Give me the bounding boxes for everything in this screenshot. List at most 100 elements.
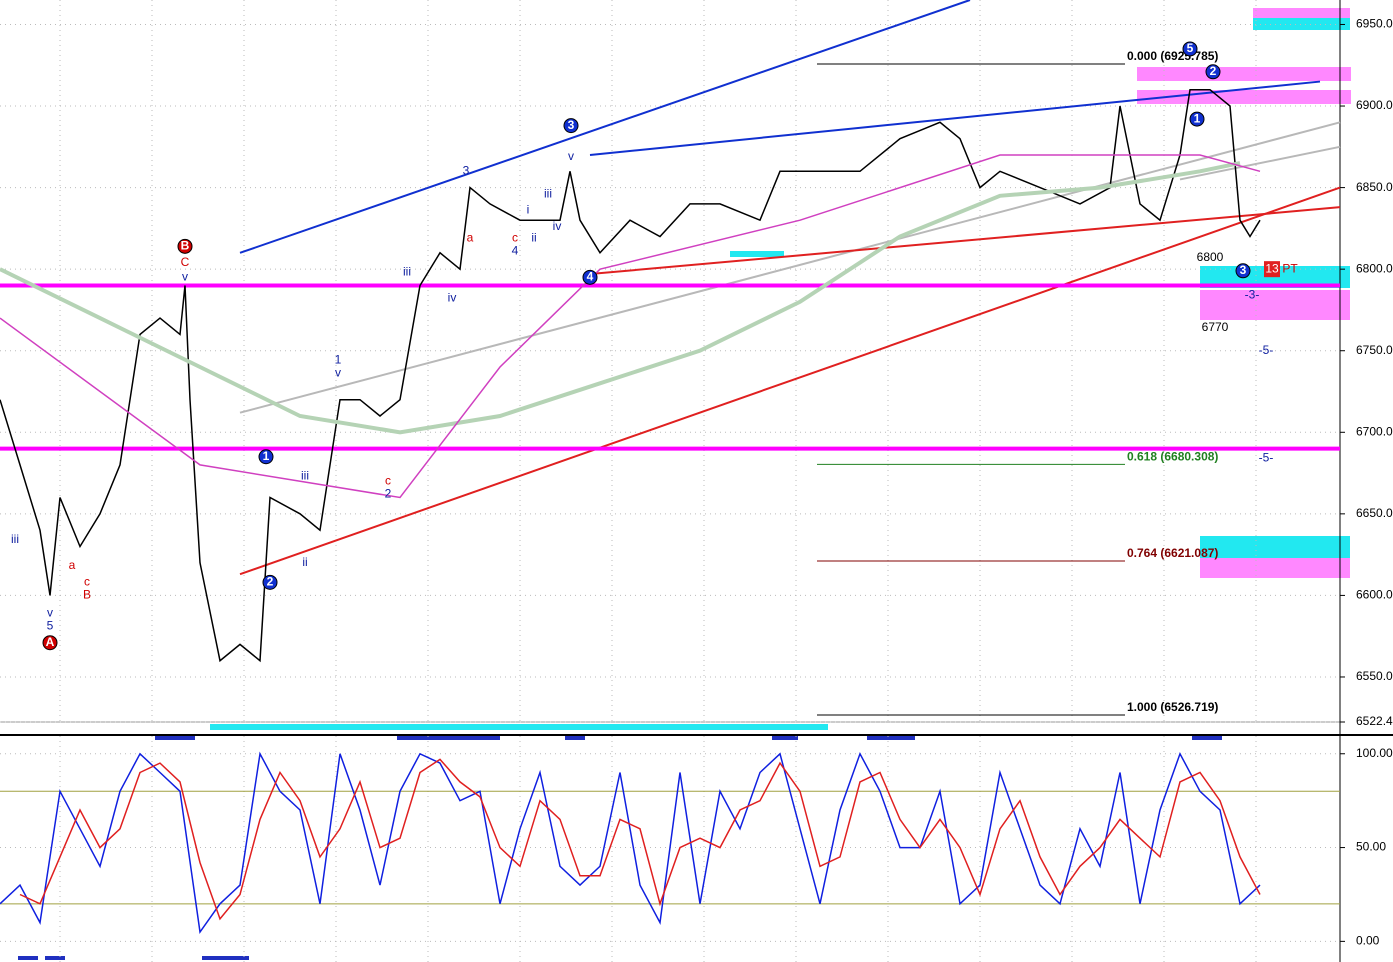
wave-label: -5- [1259, 343, 1274, 357]
y-tick-label: 50.00 [1356, 840, 1386, 854]
wave-label: B [83, 588, 91, 602]
y-tick-label: 6900.00 [1356, 98, 1393, 112]
zone [1137, 90, 1351, 104]
wave-label: 1 [335, 353, 342, 367]
zone [1200, 290, 1350, 320]
wave-label: v [335, 366, 341, 380]
wave-label: 6800 [1197, 250, 1224, 264]
wave-marker [1182, 41, 1198, 57]
wave-label: 2 [267, 575, 274, 589]
y-tick-label: 0.00 [1356, 934, 1380, 948]
series-line [0, 161, 1241, 435]
wave-label: iii [301, 469, 309, 483]
wave-label: -5- [1259, 451, 1274, 465]
wave-label: B [181, 238, 190, 252]
time-marker [155, 736, 195, 740]
wave-label: 5 [47, 619, 54, 633]
wave-label: 4 [587, 269, 594, 283]
y-tick-label: 100.00 [1356, 746, 1393, 760]
zone [1253, 18, 1350, 30]
trendline [589, 206, 1341, 276]
time-marker [867, 736, 915, 740]
wave-marker [258, 449, 274, 465]
y-tick-label: 6600.00 [1356, 588, 1393, 602]
y-tick-label: 6800.00 [1356, 261, 1393, 275]
time-marker [772, 736, 798, 740]
y-tick-label: 6522.4 [1356, 714, 1393, 728]
wave-label: 3 [1240, 263, 1247, 277]
time-marker [397, 736, 500, 740]
time-marker [45, 956, 65, 960]
wave-label: v [182, 269, 188, 283]
wave-label: 6770 [1202, 320, 1229, 334]
fib-label: 0.000 (6925.785) [1127, 49, 1218, 63]
wave-label: a [467, 230, 474, 244]
wave-label: 13 [1265, 261, 1279, 275]
series-line [19, 758, 1261, 921]
zone [730, 251, 784, 257]
wave-marker [42, 635, 58, 651]
wave-marker [563, 118, 579, 134]
wave-label: i [527, 203, 530, 217]
wave-label: v [568, 149, 574, 163]
wave-label: A [46, 635, 55, 649]
y-tick-label: 6850.00 [1356, 180, 1393, 194]
fib-label: 1.000 (6526.719) [1127, 700, 1218, 714]
wave-label: ii [531, 230, 536, 244]
y-tick-label: 6550.00 [1356, 669, 1393, 683]
y-tick-label: 6650.00 [1356, 506, 1393, 520]
fib-label: 0.764 (6621.087) [1127, 546, 1218, 560]
wave-label: iii [403, 265, 411, 279]
wave-label: 2 [385, 486, 392, 500]
trendline [239, 121, 1341, 414]
wave-marker [1205, 64, 1221, 80]
time-marker [565, 736, 585, 740]
trendline [239, 186, 1341, 576]
wave-marker [1189, 111, 1205, 127]
wave-marker [582, 269, 598, 285]
zone [210, 724, 828, 730]
wave-label: iv [448, 291, 457, 305]
time-marker [1192, 736, 1222, 740]
wave-label: 4 [512, 243, 519, 257]
fib-label: 0.618 (6680.308) [1127, 450, 1218, 464]
wave-label: -3- [1245, 287, 1260, 301]
wave-label: iv [553, 219, 562, 233]
zone [1200, 558, 1350, 578]
wave-label: C [181, 255, 190, 269]
y-tick-label: 6950.00 [1356, 17, 1393, 31]
series-line [0, 88, 1261, 663]
wave-label: 2 [1210, 64, 1217, 78]
zone [1137, 67, 1351, 81]
wave-label: iii [11, 532, 19, 546]
trendline [1179, 145, 1341, 181]
wave-label: PT [1282, 261, 1298, 275]
wave-marker [262, 574, 278, 590]
trendline [239, 0, 971, 254]
wave-label: ii [302, 555, 307, 569]
time-marker [18, 956, 38, 960]
trendline [589, 80, 1321, 156]
series-line [0, 154, 1261, 499]
wave-marker [1235, 263, 1251, 279]
wave-marker [177, 238, 193, 254]
series-line [0, 751, 1261, 934]
label-box [1264, 261, 1280, 278]
wave-label: 3 [568, 118, 575, 132]
zone [1200, 536, 1350, 558]
y-tick-label: 6700.00 [1356, 424, 1393, 438]
wave-label: 1 [1194, 111, 1201, 125]
wave-label: c [84, 575, 90, 589]
wave-label: c [385, 473, 391, 487]
wave-label: c [512, 230, 518, 244]
wave-label: a [69, 558, 76, 572]
wave-label: 3 [463, 163, 470, 177]
time-marker [202, 956, 249, 960]
wave-label: v [47, 606, 53, 620]
wave-label: 5 [1187, 41, 1194, 55]
wave-label: iii [544, 186, 552, 200]
y-tick-label: 6750.00 [1356, 343, 1393, 357]
wave-label: 1 [263, 449, 270, 463]
